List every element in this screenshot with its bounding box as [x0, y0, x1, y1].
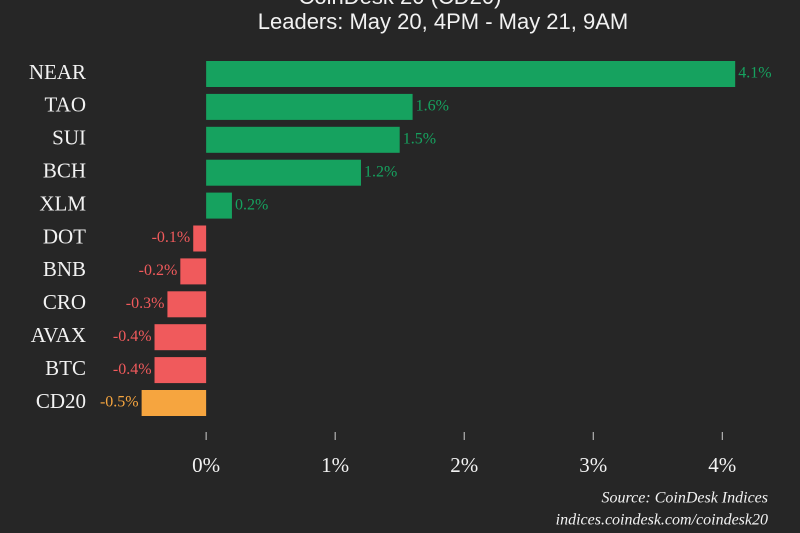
value-label: 0.2%: [235, 196, 268, 213]
bar: [206, 93, 413, 120]
y-tick-label: CRO: [43, 290, 86, 314]
chart-subtitle: Leaders: May 20, 4PM - May 21, 9AM: [258, 9, 629, 34]
bar: [167, 291, 207, 318]
y-tick-label: BCH: [43, 159, 86, 183]
y-tick-label: BTC: [45, 356, 86, 380]
bar: [180, 258, 207, 285]
bar: [154, 357, 207, 384]
value-label: -0.5%: [100, 394, 139, 411]
value-label: 1.2%: [364, 163, 397, 180]
source: Source: CoinDesk Indices: [602, 490, 768, 507]
x-tick-label: 4%: [708, 453, 736, 477]
y-tick-label: CD20: [36, 389, 86, 413]
value-label: -0.1%: [152, 229, 191, 246]
x-tick-label: 3%: [579, 453, 607, 477]
bar: [206, 192, 232, 219]
y-tick-label: DOT: [43, 224, 86, 248]
bar: [154, 324, 207, 351]
value-label: -0.3%: [126, 295, 165, 312]
value-label: 1.5%: [403, 130, 436, 147]
value-label: -0.4%: [113, 328, 152, 345]
x-tick-label: 2%: [450, 453, 478, 477]
y-tick-label: AVAX: [31, 323, 86, 347]
bar: [193, 225, 207, 252]
chart-title: CoinDesk 20 (CD20): [299, 0, 502, 9]
x-tick-label: 1%: [321, 453, 349, 477]
value-label: 1.6%: [416, 98, 449, 115]
y-tick-label: BNB: [43, 257, 86, 281]
y-tick-label: NEAR: [29, 60, 86, 84]
y-tick-label: TAO: [45, 93, 86, 117]
y-tick-label: SUI: [52, 126, 86, 150]
bar: [206, 61, 736, 87]
bar: [206, 126, 400, 153]
y-tick-label: XLM: [39, 191, 86, 215]
x-tick-label: 0%: [192, 453, 220, 477]
bar: [206, 159, 361, 186]
bar: [141, 390, 207, 416]
source-url: indices.coindesk.com/coindesk20: [556, 512, 768, 529]
value-label: 4.1%: [738, 65, 771, 82]
value-label: -0.4%: [113, 361, 152, 378]
value-label: -0.2%: [139, 262, 178, 279]
